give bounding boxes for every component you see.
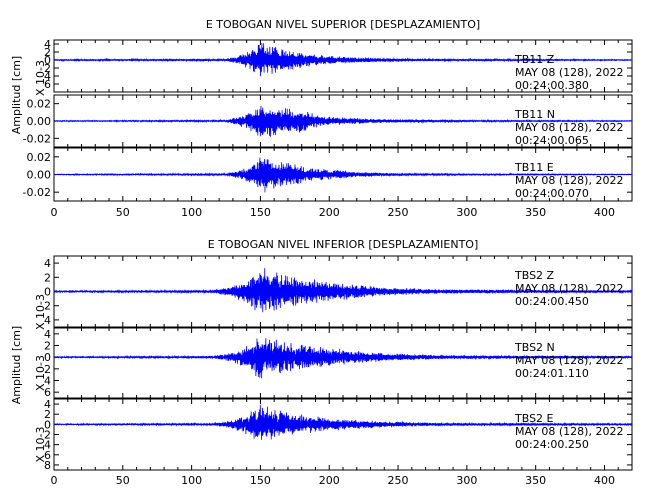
y-multiplier-label: X 10-3 <box>34 427 47 463</box>
y-axis-label-2: Amplitud [cm] <box>10 326 23 404</box>
station-label: TB11 E <box>514 161 554 174</box>
y-tick-label: 2 <box>44 363 51 376</box>
y-tick-label: 2 <box>44 62 51 75</box>
series-tb11-n <box>53 105 633 137</box>
y-multiplier-label: X 10-3 <box>34 294 47 330</box>
y-tick-label: 4 <box>44 328 51 341</box>
time-label: 00:24:00.450 <box>515 295 589 308</box>
station-label: TBS2 N <box>514 341 555 354</box>
chart-title-1: E TOBOGAN NIVEL SUPERIOR [DESPLAZAMIENTO… <box>206 18 480 31</box>
time-label: 00:24:00.380 <box>515 79 589 92</box>
time-label: 00:24:01.110 <box>515 367 589 380</box>
y-tick-label: 4 <box>44 398 51 411</box>
station-label: TB11 N <box>514 108 555 121</box>
y-tick-label: -0.02 <box>23 186 51 199</box>
time-label: 00:24:00.070 <box>515 187 589 200</box>
series-tb11-e <box>53 157 633 193</box>
station-label: TB11 Z <box>514 53 555 66</box>
y-tick-label: 4 <box>44 38 51 51</box>
x-tick-label: 400 <box>594 474 615 487</box>
date-label: MAY 08 (128), 2022 <box>515 282 623 295</box>
x-tick-label: 250 <box>388 206 409 219</box>
x-tick-label: 200 <box>319 474 340 487</box>
date-label: MAY 08 (128), 2022 <box>515 174 623 187</box>
y-tick-label: 2 <box>44 340 51 353</box>
x-tick-label: 250 <box>388 474 409 487</box>
y-tick-label: 2 <box>44 300 51 313</box>
y-tick-label: 4 <box>44 70 51 83</box>
y-tick-label: 8 <box>44 459 51 472</box>
x-tick-label: 350 <box>525 474 546 487</box>
y-tick-label: 4 <box>44 375 51 388</box>
series-tbs2-z <box>53 268 633 313</box>
x-tick-label: 200 <box>319 206 340 219</box>
series-tb11-z <box>53 42 633 77</box>
y-tick-label: -0.02 <box>23 132 51 145</box>
y-multiplier-label: X 10-3 <box>34 60 47 96</box>
y-tick-label: 0.02 <box>27 98 52 111</box>
time-label: 00:24:00.065 <box>515 134 589 147</box>
y-tick-label: 0 <box>44 286 51 299</box>
date-label: MAY 08 (128), 2022 <box>515 66 623 79</box>
x-tick-label: 50 <box>116 206 130 219</box>
y-tick-label: 2 <box>44 429 51 442</box>
y-tick-label: 4 <box>44 439 51 452</box>
y-tick-label: 4 <box>44 314 51 327</box>
station-label: TBS2 E <box>514 412 554 425</box>
y-tick-label: 6 <box>44 449 51 462</box>
station-label: TBS2 Z <box>514 269 555 282</box>
y-tick-label: 4 <box>44 257 51 270</box>
date-label: MAY 08 (128), 2022 <box>515 354 623 367</box>
x-tick-label: 300 <box>456 206 477 219</box>
y-tick-label: 6 <box>44 78 51 91</box>
x-tick-label: 0 <box>51 474 58 487</box>
y-tick-label: 0.00 <box>27 115 52 128</box>
x-tick-label: 50 <box>116 474 130 487</box>
y-tick-label: 0.00 <box>27 169 52 182</box>
series-tbs2-n <box>53 338 633 379</box>
y-tick-label: 0 <box>44 418 51 431</box>
y-tick-label: 6 <box>44 386 51 399</box>
x-tick-label: 300 <box>456 474 477 487</box>
time-label: 00:24:00.250 <box>515 438 589 451</box>
chart-title-2: E TOBOGAN NIVEL INFERIOR [DESPLAZAMIENTO… <box>208 238 479 251</box>
x-tick-label: 150 <box>250 474 271 487</box>
x-tick-label: 150 <box>250 206 271 219</box>
series-tbs2-e <box>53 404 633 440</box>
x-tick-label: 100 <box>181 474 202 487</box>
y-tick-label: 2 <box>44 271 51 284</box>
x-tick-label: 400 <box>594 206 615 219</box>
y-tick-label: 0 <box>44 54 51 67</box>
y-tick-label: 0.02 <box>27 151 52 164</box>
y-tick-label: 2 <box>44 408 51 421</box>
x-tick-label: 0 <box>51 206 58 219</box>
y-axis-label-1: Amplitud [cm] <box>10 56 23 134</box>
date-label: MAY 08 (128), 2022 <box>515 121 623 134</box>
date-label: MAY 08 (128), 2022 <box>515 425 623 438</box>
y-multiplier-label: X 10-3 <box>34 355 47 391</box>
y-tick-label: 2 <box>44 46 51 59</box>
x-tick-label: 100 <box>181 206 202 219</box>
x-tick-label: 350 <box>525 206 546 219</box>
y-tick-label: 0 <box>44 351 51 364</box>
